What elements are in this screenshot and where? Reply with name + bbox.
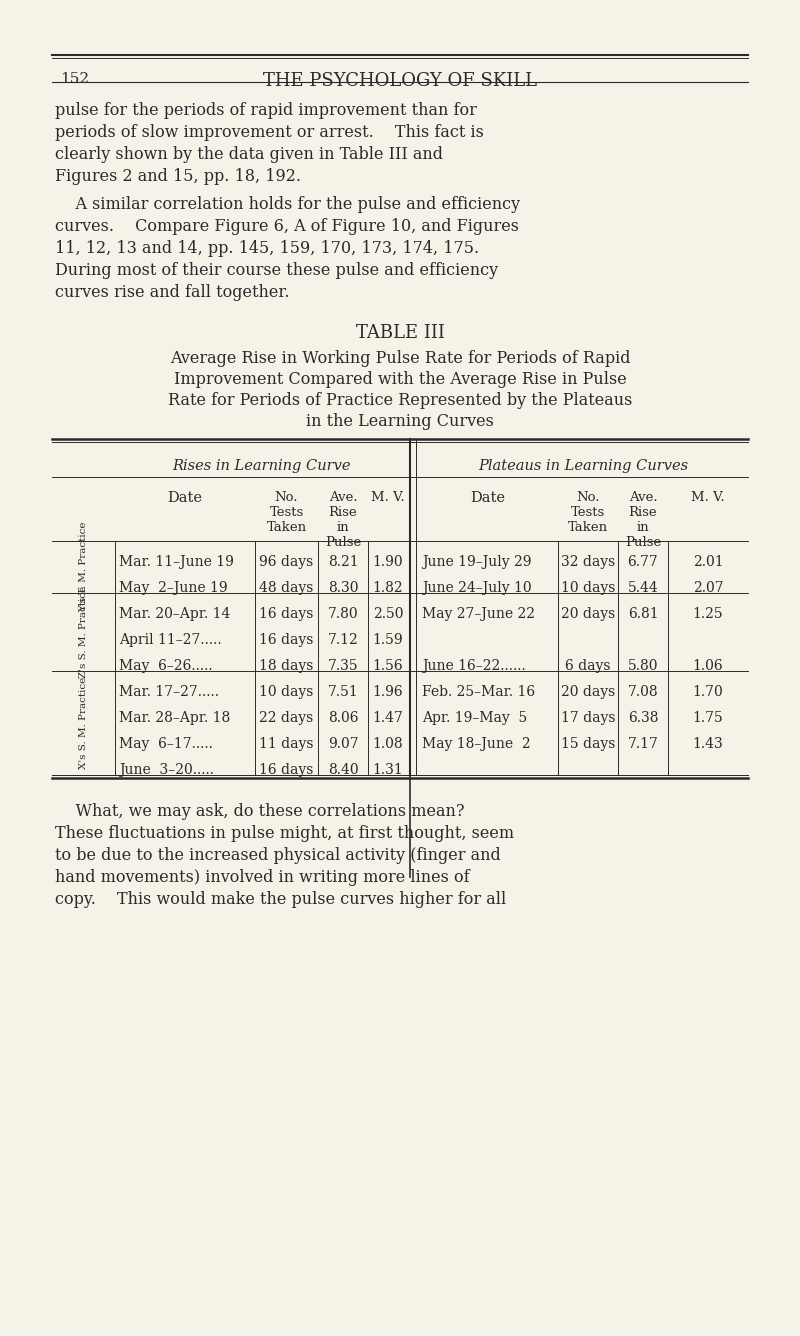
Text: 7.08: 7.08 [628,685,658,699]
Text: 1.31: 1.31 [373,763,403,778]
Text: 7.12: 7.12 [328,633,358,647]
Text: 1.56: 1.56 [373,659,403,673]
Text: 32 days: 32 days [561,554,615,569]
Text: Date: Date [470,492,506,505]
Text: 7.80: 7.80 [328,607,358,621]
Text: June 24–July 10: June 24–July 10 [422,581,532,595]
Text: These fluctuations in pulse might, at first thought, seem: These fluctuations in pulse might, at fi… [55,826,514,842]
Text: 9.07: 9.07 [328,737,358,751]
Text: 18 days: 18 days [259,659,314,673]
Text: 1.82: 1.82 [373,581,403,595]
Text: Improvement Compared with the Average Rise in Pulse: Improvement Compared with the Average Ri… [174,371,626,387]
Text: Mar. 28–Apr. 18: Mar. 28–Apr. 18 [119,711,230,725]
Text: Rises in Learning Curve: Rises in Learning Curve [172,460,350,473]
Text: Ave.
Rise
in
Pulse: Ave. Rise in Pulse [625,492,661,549]
Text: 1.43: 1.43 [693,737,723,751]
Text: 7.35: 7.35 [328,659,358,673]
Text: curves.  Compare Figure 6, A of Figure 10, and Figures: curves. Compare Figure 6, A of Figure 10… [55,218,519,235]
Text: clearly shown by the data given in Table III and: clearly shown by the data given in Table… [55,146,443,163]
Text: X's S. M. Practice: X's S. M. Practice [79,677,88,770]
Text: M. V.: M. V. [691,492,725,504]
Text: May  6–17.....: May 6–17..... [119,737,213,751]
Text: 2.01: 2.01 [693,554,723,569]
Text: 16 days: 16 days [259,607,314,621]
Text: Mar. 17–27.....: Mar. 17–27..... [119,685,219,699]
Text: 152: 152 [60,72,89,86]
Text: During most of their course these pulse and efficiency: During most of their course these pulse … [55,262,498,279]
Text: 6.81: 6.81 [628,607,658,621]
Text: Y's T. M. Practice: Y's T. M. Practice [79,522,88,612]
Text: 1.96: 1.96 [373,685,403,699]
Text: to be due to the increased physical activity (finger and: to be due to the increased physical acti… [55,847,501,864]
Text: in the Learning Curves: in the Learning Curves [306,413,494,430]
Text: 22 days: 22 days [259,711,314,725]
Text: 6.38: 6.38 [628,711,658,725]
Text: 16 days: 16 days [259,763,314,778]
Text: 5.44: 5.44 [628,581,658,595]
Text: 17 days: 17 days [561,711,615,725]
Text: 1.06: 1.06 [693,659,723,673]
Text: 7.17: 7.17 [627,737,658,751]
Text: 10 days: 10 days [561,581,615,595]
Text: Plateaus in Learning Curves: Plateaus in Learning Curves [478,460,688,473]
Text: 16 days: 16 days [259,633,314,647]
Text: Feb. 25–Mar. 16: Feb. 25–Mar. 16 [422,685,535,699]
Text: curves rise and fall together.: curves rise and fall together. [55,285,290,301]
Text: June 19–July 29: June 19–July 29 [422,554,531,569]
Text: April 11–27.....: April 11–27..... [119,633,222,647]
Text: Rate for Periods of Practice Represented by the Plateaus: Rate for Periods of Practice Represented… [168,391,632,409]
Text: Apr. 19–May  5: Apr. 19–May 5 [422,711,527,725]
Text: 8.06: 8.06 [328,711,358,725]
Text: 6 days: 6 days [566,659,610,673]
Text: Mar. 20–Apr. 14: Mar. 20–Apr. 14 [119,607,230,621]
Text: 1.59: 1.59 [373,633,403,647]
Text: What, we may ask, do these correlations mean?: What, we may ask, do these correlations … [55,803,465,820]
Text: 8.30: 8.30 [328,581,358,595]
Text: 5.80: 5.80 [628,659,658,673]
Text: No.
Tests
Taken: No. Tests Taken [266,492,306,534]
Text: No.
Tests
Taken: No. Tests Taken [568,492,608,534]
Text: 1.08: 1.08 [373,737,403,751]
Text: May 27–June 22: May 27–June 22 [422,607,535,621]
Text: 1.70: 1.70 [693,685,723,699]
Text: pulse for the periods of rapid improvement than for: pulse for the periods of rapid improveme… [55,102,477,119]
Text: M. V.: M. V. [371,492,405,504]
Text: Z's S. M. Practice: Z's S. M. Practice [79,587,88,679]
Text: 48 days: 48 days [259,581,314,595]
Text: 15 days: 15 days [561,737,615,751]
Text: Ave.
Rise
in
Pulse: Ave. Rise in Pulse [325,492,361,549]
Text: Mar. 11–June 19: Mar. 11–June 19 [119,554,234,569]
Text: copy.  This would make the pulse curves higher for all: copy. This would make the pulse curves h… [55,891,506,908]
Text: May  2–June 19: May 2–June 19 [119,581,228,595]
Text: 8.21: 8.21 [328,554,358,569]
Text: June 16–22......: June 16–22...... [422,659,526,673]
Text: hand movements) involved in writing more lines of: hand movements) involved in writing more… [55,868,470,886]
Text: 1.25: 1.25 [693,607,723,621]
Text: 11 days: 11 days [259,737,314,751]
Text: 1.90: 1.90 [373,554,403,569]
Text: Average Rise in Working Pulse Rate for Periods of Rapid: Average Rise in Working Pulse Rate for P… [170,350,630,367]
Text: May 18–June  2: May 18–June 2 [422,737,530,751]
Text: 7.51: 7.51 [328,685,358,699]
Text: June  3–20.....: June 3–20..... [119,763,214,778]
Text: 2.50: 2.50 [373,607,403,621]
Text: 1.75: 1.75 [693,711,723,725]
Text: 11, 12, 13 and 14, pp. 145, 159, 170, 173, 174, 175.: 11, 12, 13 and 14, pp. 145, 159, 170, 17… [55,240,479,257]
Text: 20 days: 20 days [561,607,615,621]
Text: 20 days: 20 days [561,685,615,699]
Text: Date: Date [167,492,202,505]
Text: 8.40: 8.40 [328,763,358,778]
Text: 96 days: 96 days [259,554,314,569]
Text: THE PSYCHOLOGY OF SKILL: THE PSYCHOLOGY OF SKILL [263,72,537,90]
Text: May  6–26.....: May 6–26..... [119,659,213,673]
Text: 2.07: 2.07 [693,581,723,595]
Text: A similar correlation holds for the pulse and efficiency: A similar correlation holds for the puls… [55,196,520,212]
Text: TABLE III: TABLE III [355,325,445,342]
Text: Figures 2 and 15, pp. 18, 192.: Figures 2 and 15, pp. 18, 192. [55,168,301,184]
Text: 6.77: 6.77 [628,554,658,569]
Text: periods of slow improvement or arrest.  This fact is: periods of slow improvement or arrest. T… [55,124,484,142]
Text: 1.47: 1.47 [373,711,403,725]
Text: 10 days: 10 days [259,685,314,699]
